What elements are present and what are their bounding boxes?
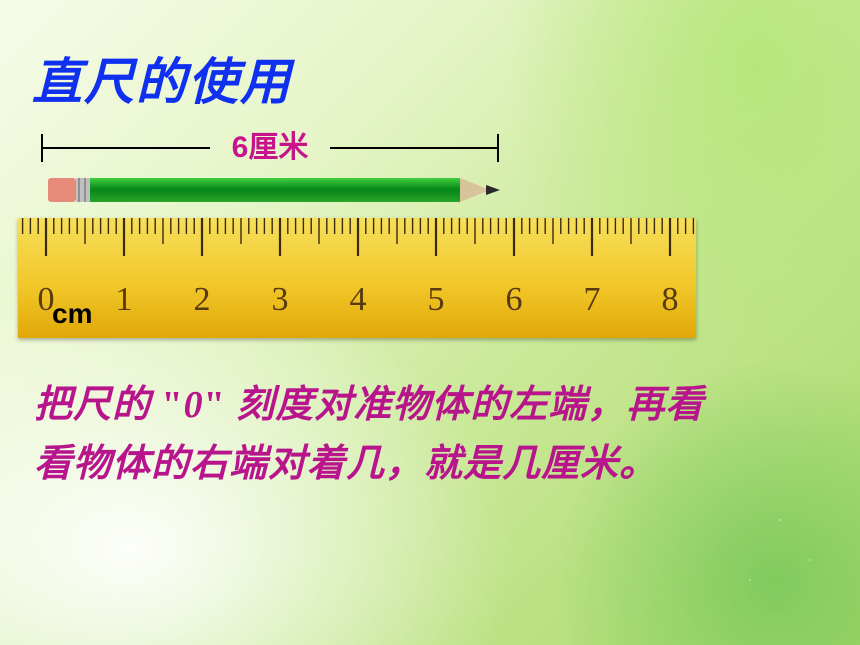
svg-text:6: 6 — [506, 281, 523, 318]
quote-close: " — [204, 384, 226, 426]
text-part-2: 看物体的右端对着几，就是几厘米。 — [34, 443, 658, 485]
svg-text:2: 2 — [194, 281, 211, 318]
svg-text:8: 8 — [662, 281, 679, 318]
svg-text:7: 7 — [584, 281, 601, 318]
measurement-label: 6厘米 — [40, 122, 500, 166]
instruction-text: 把尺的 "0" 刻度对准物体的左端，再看 看物体的右端对着几，就是几厘米。 — [34, 376, 826, 494]
svg-text:4: 4 — [350, 281, 367, 318]
measurement-value: 6 — [232, 131, 249, 164]
ruler-image: 012345678 — [18, 218, 696, 338]
text-zero: 0 — [184, 384, 204, 426]
page-title: 直尺的使用 — [32, 42, 292, 114]
text-part-1a: 把尺的 — [34, 384, 151, 426]
pencil-icon — [48, 172, 508, 208]
quote-open: " — [162, 384, 184, 426]
measurement-bracket: 6厘米 — [40, 128, 500, 168]
svg-text:5: 5 — [428, 281, 445, 318]
ruler-unit-label: cm — [52, 298, 92, 330]
text-part-1b: 刻度对准物体的左端，再看 — [236, 384, 704, 426]
measurement-unit: 厘米 — [248, 131, 308, 164]
svg-text:1: 1 — [116, 281, 133, 318]
svg-text:3: 3 — [272, 281, 289, 318]
